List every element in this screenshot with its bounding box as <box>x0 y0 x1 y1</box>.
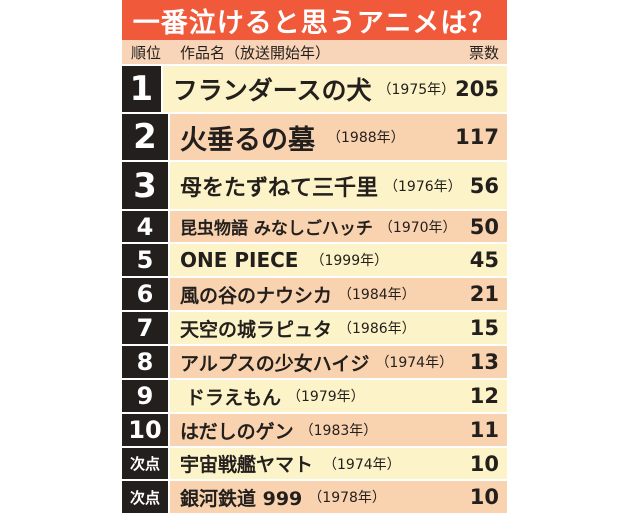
table-title: 一番泣けると思うアニメは？ <box>122 0 507 40</box>
title-cell: ONE PIECE （1999年） 45 <box>170 244 507 276</box>
table-row: 10 はだしのゲン （1983年） 11 <box>122 412 507 446</box>
vote-count: 15 <box>469 316 499 340</box>
anime-name: フランダースの犬 <box>172 76 372 105</box>
anime-name: 天空の城ラピュタ <box>180 318 333 341</box>
title-cell: アルプスの少女ハイジ （1974年） 13 <box>170 346 507 378</box>
vote-count: 45 <box>469 248 499 272</box>
table-row: 5 ONE PIECE （1999年） 45 <box>122 242 507 276</box>
vote-count: 21 <box>469 282 499 306</box>
anime-name: 火垂るの墓 <box>180 124 315 156</box>
anime-name: 昆虫物語 みなしごハッチ <box>180 219 373 239</box>
vote-count: 117 <box>455 125 499 149</box>
table-row: 9 ドラえもん （1979年） 12 <box>122 378 507 412</box>
rank-cell: 2 <box>122 114 168 160</box>
anime-name: ONE PIECE <box>180 248 299 272</box>
title-cell: フランダースの犬 （1975年） 205 <box>162 66 507 112</box>
anime-year: （1978年） <box>308 490 386 506</box>
anime-year: （1976年） <box>384 178 462 195</box>
vote-count: 11 <box>469 418 499 442</box>
anime-name: 宇宙戦艦ヤマト <box>180 454 314 476</box>
title-cell: はだしのゲン （1983年） 11 <box>170 414 507 446</box>
anime-year: （1983年） <box>299 423 378 439</box>
title-cell: 昆虫物語 みなしごハッチ （1970年） 50 <box>170 211 507 242</box>
table-row: 次点 銀河鉄道 999 （1978年） 10 <box>122 479 507 513</box>
rank-cell: 1 <box>122 66 161 112</box>
title-cell: 銀河鉄道 999 （1978年） 10 <box>170 481 507 513</box>
anime-year: （1974年） <box>375 355 454 371</box>
vote-count: 50 <box>469 214 499 239</box>
rank-cell: 3 <box>122 162 168 209</box>
table-row: 2 火垂るの墓 （1988年） 117 <box>122 112 507 160</box>
anime-name: 母をたずねて三千里 <box>180 175 379 201</box>
anime-year: （1979年） <box>287 389 365 405</box>
title-cell: 天空の城ラピュタ （1986年） 15 <box>170 312 507 344</box>
anime-year: （1999年） <box>310 253 389 269</box>
header-votes: 票数 <box>468 43 499 62</box>
title-cell: ドラえもん （1979年） 12 <box>170 380 507 412</box>
anime-name: はだしのゲン <box>180 420 294 443</box>
anime-name: 風の谷のナウシカ <box>180 284 333 307</box>
table-row: 4 昆虫物語 みなしごハッチ （1970年） 50 <box>122 209 507 242</box>
vote-count: 56 <box>469 173 499 198</box>
table-row: 1 フランダースの犬 （1975年） 205 <box>122 64 507 112</box>
table-row: 次点 宇宙戦艦ヤマト （1974年） 10 <box>122 446 507 479</box>
title-cell: 風の谷のナウシカ （1984年） 21 <box>170 278 507 310</box>
vote-count: 10 <box>469 451 499 476</box>
header-row: 順位 作品名（放送開始年） 票数 <box>122 40 507 64</box>
anime-year: （1970年） <box>378 219 457 236</box>
anime-year: （1984年） <box>338 287 416 303</box>
title-cell: 火垂るの墓 （1988年） 117 <box>170 114 507 160</box>
rank-cell: 7 <box>122 312 168 344</box>
table-row: 7 天空の城ラピュタ （1986年） 15 <box>122 310 507 344</box>
anime-year: （1988年） <box>327 130 405 146</box>
rank-cell: 8 <box>122 346 168 378</box>
rank-cell: 次点 <box>122 448 168 479</box>
anime-year: （1975年） <box>377 82 456 98</box>
table-row: 6 風の谷のナウシカ （1984年） 21 <box>122 276 507 310</box>
rank-cell: 9 <box>122 380 168 412</box>
rank-cell: 6 <box>122 278 168 310</box>
anime-name: アルプスの少女ハイジ <box>180 352 370 375</box>
vote-count: 13 <box>469 350 499 374</box>
rank-cell: 次点 <box>122 481 168 513</box>
rank-cell: 10 <box>122 414 168 446</box>
vote-count: 10 <box>469 485 499 509</box>
rank-cell: 4 <box>122 211 168 242</box>
title-cell: 母をたずねて三千里 （1976年） 56 <box>170 162 507 209</box>
anime-name: ドラえもん <box>186 386 282 409</box>
title-cell: 宇宙戦艦ヤマト （1974年） 10 <box>170 448 507 479</box>
anime-year: （1986年） <box>338 321 416 337</box>
table-row: 8 アルプスの少女ハイジ （1974年） 13 <box>122 344 507 378</box>
vote-count: 205 <box>455 77 499 101</box>
anime-year: （1974年） <box>323 456 401 473</box>
header-rank: 順位 <box>130 43 161 62</box>
rank-cell: 5 <box>122 244 168 276</box>
anime-name: 銀河鉄道 999 <box>180 487 303 510</box>
ranking-table: 一番泣けると思うアニメは？ 順位 作品名（放送開始年） 票数 1 フランダースの… <box>122 0 507 513</box>
table-row: 3 母をたずねて三千里 （1976年） 56 <box>122 160 507 209</box>
vote-count: 12 <box>469 384 499 408</box>
header-title: 作品名（放送開始年） <box>180 43 331 62</box>
